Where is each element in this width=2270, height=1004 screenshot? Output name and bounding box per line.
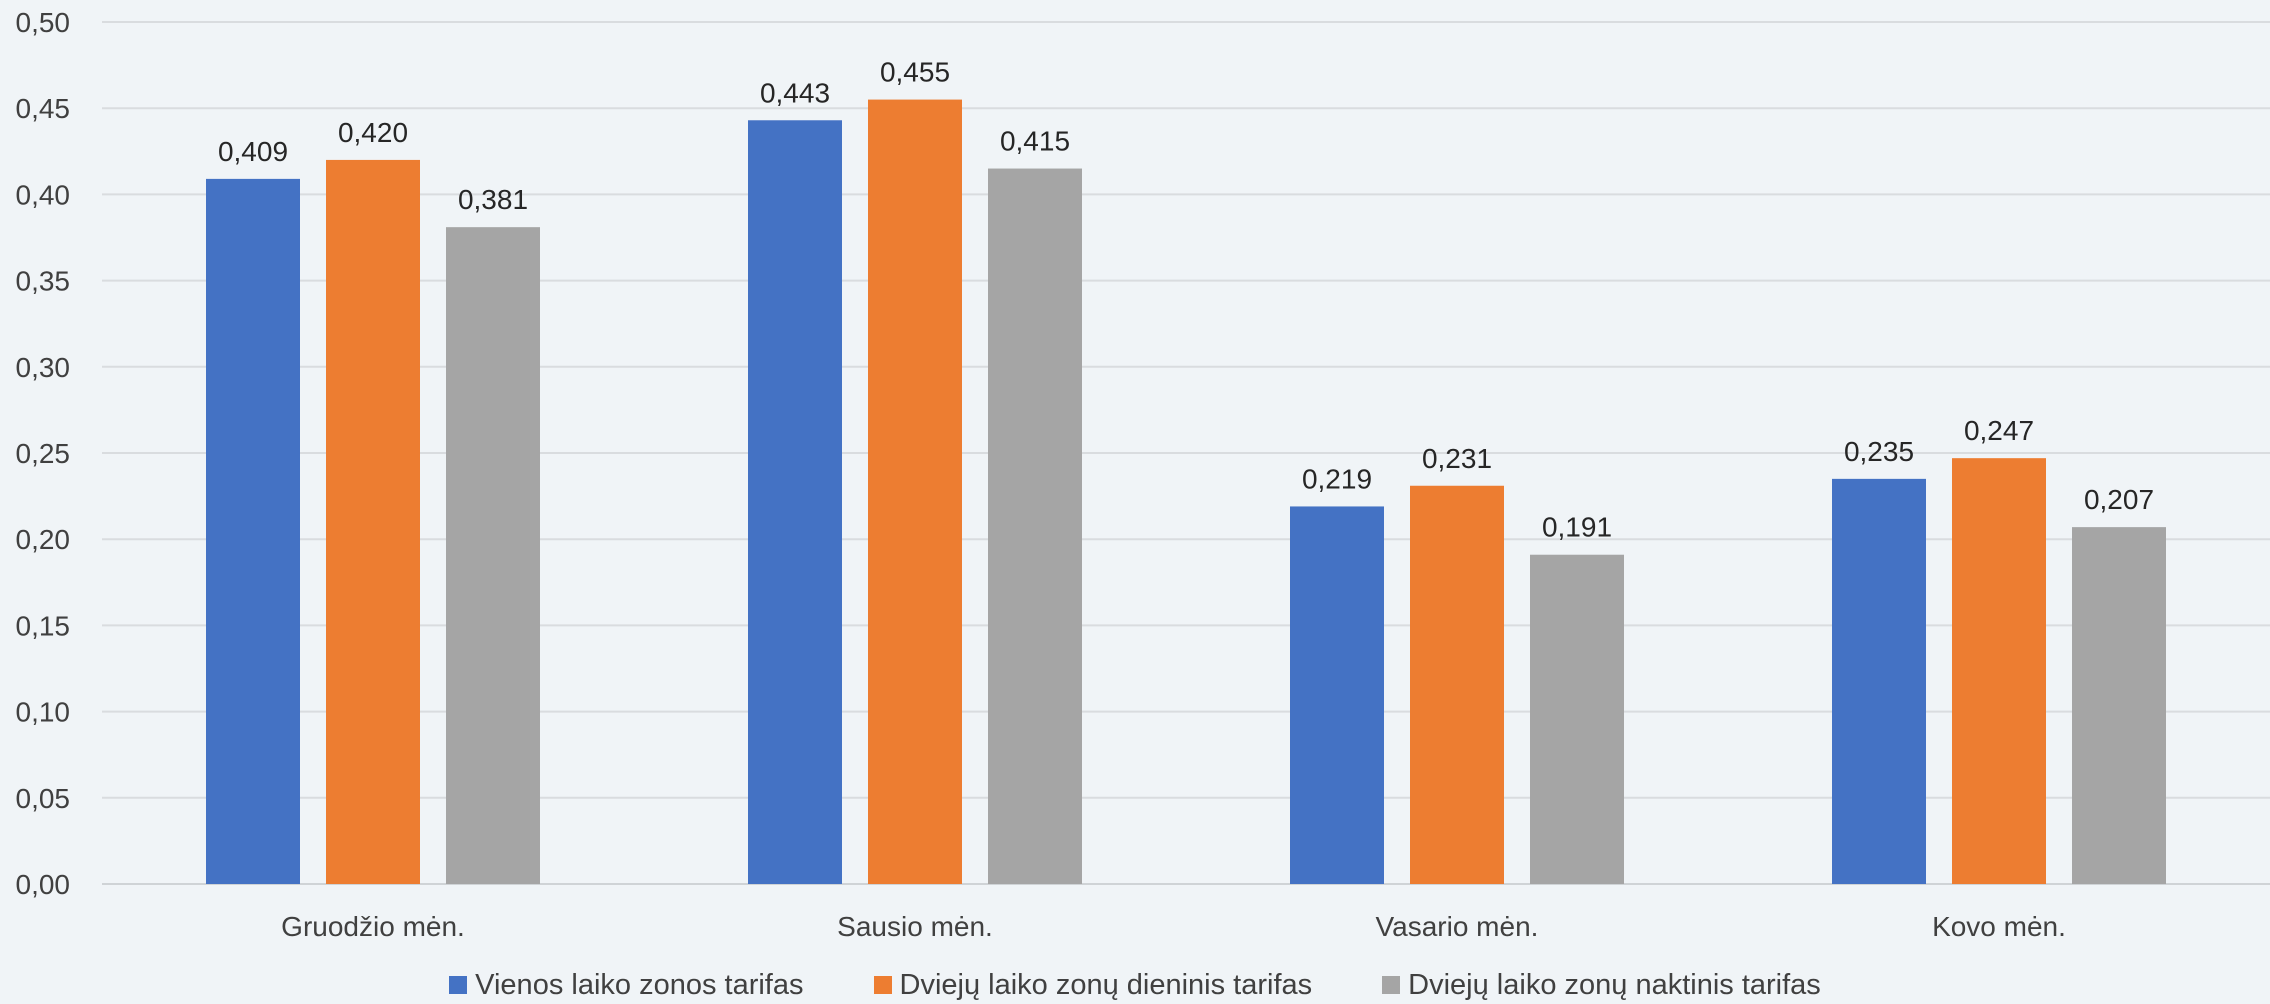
y-tick-label: 0,25 (16, 438, 71, 469)
bar-chart: 0,00 0,05 0,10 0,15 0,20 0,25 0,30 0,35 0,40 0,45… (16, 7, 2270, 942)
y-tick-label: 0,45 (16, 93, 71, 124)
data-label-series-2-cat-1: 0,420 (338, 117, 408, 148)
bar-series-1-cat-4 (1832, 478, 1926, 884)
bar-series-2-cat-2 (868, 99, 962, 884)
y-tick-label: 0,00 (16, 869, 71, 900)
legend-item-series-3: Dviejų laiko zonų naktinis tarifas (1382, 969, 1821, 1002)
y-tick-label: 0,30 (16, 352, 71, 383)
legend-item-series-1: Vienos laiko zonos tarifas (449, 968, 804, 1002)
bar-series-3-cat-3 (1530, 554, 1624, 884)
category-label-4: Kovo mėn. (1932, 911, 2066, 942)
data-label-series-2-cat-3: 0,231 (1422, 443, 1492, 474)
legend-label-series-3: Dviejų laiko zonų naktinis tarifas (1408, 968, 1821, 1001)
data-labels: 0,409 0,420 0,381 0,443 0,455 0,415 0,219 0,231… (218, 57, 2154, 543)
category-label-1: Gruodžio mėn. (281, 911, 465, 942)
legend-label-series-2: Dviejų laiko zonų dieninis tarifas (899, 968, 1313, 1001)
legend-swatch-series-2 (873, 976, 892, 994)
data-label-series-2-cat-2: 0,455 (880, 57, 950, 88)
legend-swatch-series-3 (1382, 976, 1401, 994)
gridlines (102, 21, 2270, 885)
data-label-series-3-cat-2: 0,415 (1000, 126, 1070, 157)
y-tick-label: 0,10 (16, 697, 71, 728)
bar-series-3-cat-1 (446, 227, 540, 884)
bar-series-1-cat-3 (1290, 506, 1384, 884)
bar-series-3-cat-4 (2072, 527, 2166, 884)
bar-series-2-cat-4 (1952, 458, 2046, 884)
bar-series-1-cat-1 (206, 178, 300, 884)
data-label-series-1-cat-1: 0,409 (218, 136, 288, 167)
legend-swatch-series-1 (449, 976, 468, 994)
data-label-series-3-cat-3: 0,191 (1542, 512, 1612, 543)
bar-series-2-cat-1 (326, 159, 420, 885)
bar-series-3-cat-2 (988, 168, 1082, 885)
data-label-series-3-cat-1: 0,381 (458, 184, 528, 215)
legend-label-series-1: Vienos laiko zonos tarifas (475, 968, 804, 1001)
y-tick-label: 0,20 (16, 524, 71, 555)
bar-series-2-cat-3 (1410, 485, 1504, 884)
y-tick-label: 0,35 (16, 266, 71, 297)
y-tick-label: 0,40 (16, 179, 71, 210)
y-tick-label: 0,50 (16, 7, 71, 38)
bars (206, 99, 2166, 885)
category-label-3: Vasario mėn. (1376, 911, 1539, 942)
legend-item-series-2: Dviejų laiko zonų dieninis tarifas (873, 968, 1313, 1002)
bar-series-1-cat-2 (748, 120, 842, 884)
data-label-series-2-cat-4: 0,247 (1964, 415, 2034, 446)
data-label-series-1-cat-3: 0,219 (1302, 463, 1372, 494)
y-axis-tick-labels: 0,00 0,05 0,10 0,15 0,20 0,25 0,30 0,35 0,40 0,45… (16, 7, 71, 900)
y-tick-label: 0,05 (16, 783, 71, 814)
legend: Vienos laiko zonos tarifas Dviejų laiko … (0, 966, 2270, 1004)
data-label-series-1-cat-4: 0,235 (1844, 436, 1914, 467)
category-labels: Gruodžio mėn. Sausio mėn. Vasario mėn. Kovo… (281, 911, 2066, 942)
data-label-series-3-cat-4: 0,207 (2084, 484, 2154, 515)
category-label-2: Sausio mėn. (837, 911, 993, 942)
y-tick-label: 0,15 (16, 610, 71, 641)
data-label-series-1-cat-2: 0,443 (760, 77, 830, 108)
